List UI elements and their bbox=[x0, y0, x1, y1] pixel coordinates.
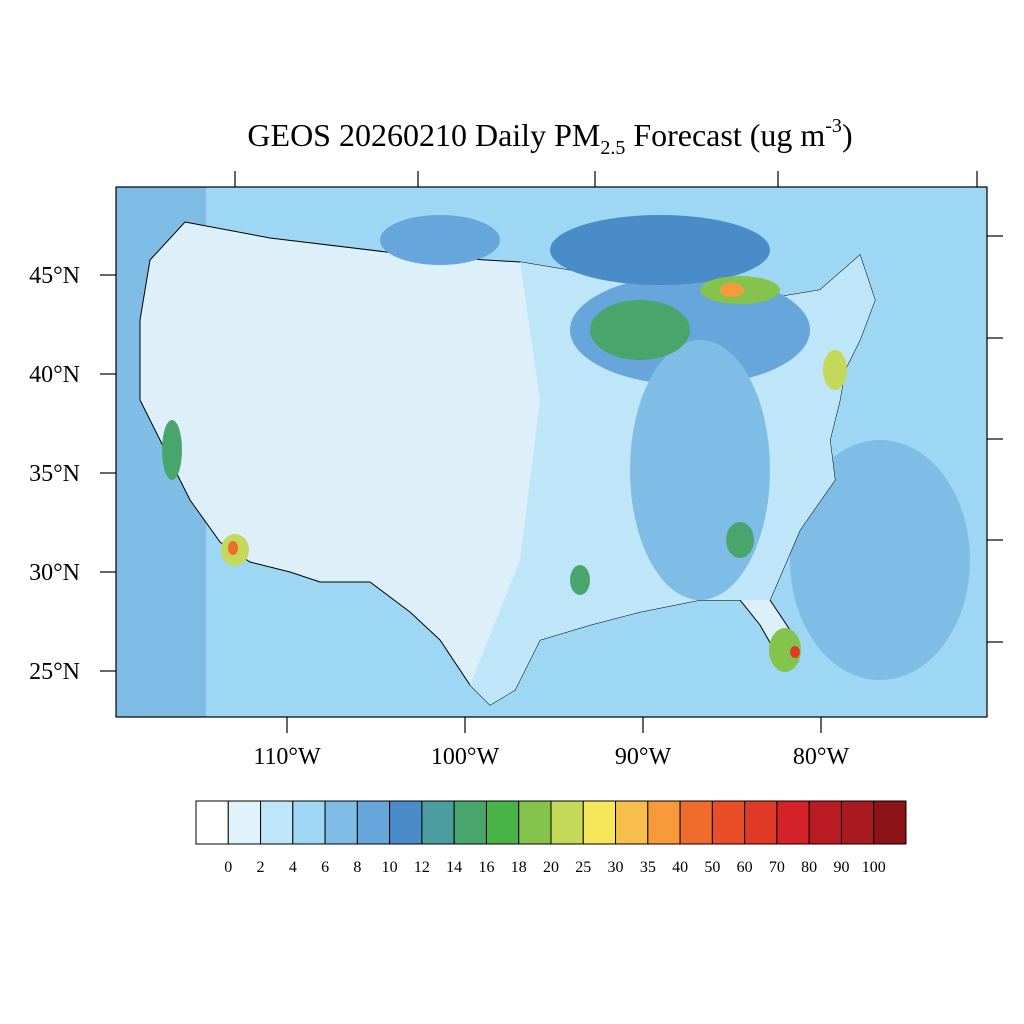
colorbar-box bbox=[711, 800, 746, 845]
title-end: ) bbox=[842, 117, 853, 153]
lon-label: 100°W bbox=[431, 744, 500, 770]
colorbar-label: 70 bbox=[769, 859, 785, 876]
colorbar-label: 6 bbox=[321, 859, 329, 876]
colorbar-box bbox=[615, 800, 649, 845]
ohio-field bbox=[630, 340, 770, 600]
colorbar-label: 0 bbox=[224, 859, 232, 876]
colorbar-box bbox=[744, 800, 778, 845]
colorbar-label: 10 bbox=[382, 859, 398, 876]
colorbar-label: 16 bbox=[478, 859, 494, 876]
hotspot bbox=[228, 541, 238, 555]
colorbar-label: 40 bbox=[672, 859, 688, 876]
colorbar-label: 50 bbox=[704, 859, 720, 876]
colorbar-box bbox=[324, 800, 358, 845]
title-subscript: 2.5 bbox=[600, 137, 625, 159]
hotspot bbox=[769, 628, 801, 672]
lat-label: 35°N bbox=[29, 461, 80, 487]
hotspot bbox=[790, 646, 800, 658]
lat-label: 45°N bbox=[29, 263, 80, 289]
colorbar-box bbox=[453, 800, 487, 845]
title-main: GEOS 20260210 Daily PM bbox=[247, 117, 600, 153]
hotspot bbox=[720, 283, 744, 297]
colorbar-label: 100 bbox=[862, 859, 886, 876]
frame-ticks bbox=[234, 171, 1003, 643]
plains-field bbox=[380, 215, 500, 265]
colorbar-box bbox=[550, 800, 584, 845]
map-frame bbox=[115, 186, 988, 718]
hotspot bbox=[726, 522, 754, 558]
colorbar-box bbox=[421, 800, 455, 845]
colorbar-label: 90 bbox=[833, 859, 849, 876]
colorbar-box bbox=[260, 800, 294, 845]
lon-label: 90°W bbox=[615, 744, 672, 770]
title-superscript: -3 bbox=[825, 115, 842, 137]
colorbar-label: 30 bbox=[608, 859, 624, 876]
colorbar-box bbox=[195, 800, 229, 845]
colorbar-label: 12 bbox=[414, 859, 430, 876]
colorbar-box bbox=[679, 800, 713, 845]
colorbar-box bbox=[485, 800, 520, 845]
hotspot bbox=[590, 300, 690, 360]
canada-field bbox=[550, 215, 770, 285]
colorbar-label: 35 bbox=[640, 859, 656, 876]
colorbar-box bbox=[518, 800, 552, 845]
atlantic-field bbox=[790, 440, 970, 680]
colorbar-box bbox=[356, 800, 391, 845]
lon-label: 110°W bbox=[253, 744, 321, 770]
colorbar-label: 18 bbox=[511, 859, 527, 876]
colorbar-box bbox=[873, 800, 907, 845]
hotspot bbox=[823, 350, 847, 390]
colorbar-label: 8 bbox=[353, 859, 361, 876]
colorbar-box bbox=[292, 800, 326, 845]
colorbar-box bbox=[582, 800, 617, 845]
colorbar-box bbox=[647, 800, 681, 845]
colorbar-label: 20 bbox=[543, 859, 559, 876]
colorbar-label: 25 bbox=[575, 859, 591, 876]
hotspot bbox=[570, 565, 590, 595]
colorbar-box bbox=[840, 800, 875, 845]
colorbar-label: 60 bbox=[737, 859, 753, 876]
map-title: GEOS 20260210 Daily PM2.5 Forecast (ug m… bbox=[247, 115, 852, 159]
lon-label: 80°W bbox=[793, 744, 850, 770]
colorbar-box bbox=[227, 800, 262, 845]
colorbar-label: 4 bbox=[289, 859, 297, 876]
hotspot bbox=[162, 420, 182, 480]
lat-label: 25°N bbox=[29, 659, 80, 685]
colorbar-box bbox=[389, 800, 423, 845]
title-middle: Forecast (ug m bbox=[625, 117, 825, 153]
colorbar-label: 80 bbox=[801, 859, 817, 876]
lat-label: 40°N bbox=[29, 362, 80, 388]
lat-label: 30°N bbox=[29, 560, 80, 586]
colorbar-label: 14 bbox=[446, 859, 462, 876]
pm25-field bbox=[116, 187, 987, 717]
colorbar-box bbox=[808, 800, 842, 845]
colorbar-box bbox=[776, 800, 810, 845]
colorbar-label: 2 bbox=[257, 859, 265, 876]
